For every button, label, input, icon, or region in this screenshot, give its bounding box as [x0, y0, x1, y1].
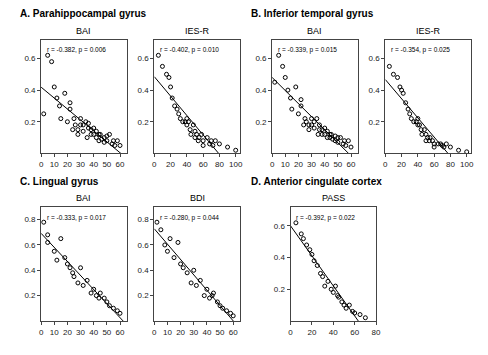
svg-text:40: 40: [413, 160, 422, 169]
svg-text:60: 60: [229, 328, 238, 337]
svg-text:20: 20: [176, 328, 185, 337]
svg-text:0: 0: [383, 160, 388, 169]
svg-text:0: 0: [152, 160, 157, 169]
svg-text:0.6: 0.6: [274, 222, 286, 231]
svg-text:60: 60: [116, 328, 125, 337]
svg-text:r = -0.382, p = 0.006: r = -0.382, p = 0.006: [47, 46, 106, 54]
svg-text:C. Lingual gyrus: C. Lingual gyrus: [20, 176, 99, 187]
svg-text:0.2: 0.2: [255, 118, 267, 127]
svg-text:0.4: 0.4: [138, 266, 150, 275]
svg-text:10: 10: [50, 160, 59, 169]
svg-text:BAI: BAI: [76, 193, 91, 203]
svg-text:0.8: 0.8: [138, 215, 150, 224]
svg-text:0.4: 0.4: [138, 86, 150, 95]
svg-text:0.2: 0.2: [24, 118, 36, 127]
svg-text:r = -0.280, p = 0.044: r = -0.280, p = 0.044: [160, 214, 219, 222]
svg-text:0.2: 0.2: [369, 118, 381, 127]
svg-text:50: 50: [333, 160, 342, 169]
svg-text:0.2: 0.2: [24, 291, 36, 300]
svg-text:0.6: 0.6: [369, 54, 381, 63]
svg-text:20: 20: [397, 160, 406, 169]
svg-text:0: 0: [152, 328, 157, 337]
svg-text:60: 60: [199, 160, 208, 169]
svg-text:0.8: 0.8: [24, 215, 36, 224]
svg-text:0: 0: [39, 328, 44, 337]
svg-text:0.6: 0.6: [138, 241, 150, 250]
svg-text:30: 30: [189, 328, 198, 337]
svg-text:20: 20: [307, 328, 316, 337]
svg-text:IES-R: IES-R: [416, 26, 441, 36]
svg-text:0.2: 0.2: [274, 285, 286, 294]
svg-text:60: 60: [430, 160, 439, 169]
svg-text:100: 100: [460, 160, 474, 169]
svg-text:80: 80: [215, 160, 224, 169]
svg-text:PASS: PASS: [322, 193, 345, 203]
svg-text:r = -0.354, p = 0.025: r = -0.354, p = 0.025: [391, 46, 450, 54]
svg-text:0.6: 0.6: [255, 54, 267, 63]
svg-text:r = -0.333, p = 0.017: r = -0.333, p = 0.017: [47, 214, 106, 222]
svg-text:10: 10: [163, 328, 172, 337]
svg-text:BDI: BDI: [190, 193, 205, 203]
svg-text:30: 30: [76, 160, 85, 169]
svg-text:50: 50: [102, 328, 111, 337]
svg-text:IES-R: IES-R: [185, 26, 210, 36]
svg-text:0: 0: [270, 160, 275, 169]
svg-text:50: 50: [216, 328, 225, 337]
svg-text:0.6: 0.6: [138, 54, 150, 63]
svg-text:0.4: 0.4: [369, 86, 381, 95]
svg-text:80: 80: [372, 328, 381, 337]
svg-text:D. Anterior cingulate cortex: D. Anterior cingulate cortex: [251, 176, 382, 187]
svg-text:80: 80: [446, 160, 455, 169]
svg-text:r = -0.402, p = 0.010: r = -0.402, p = 0.010: [160, 46, 219, 54]
svg-text:10: 10: [50, 328, 59, 337]
svg-text:40: 40: [202, 328, 211, 337]
svg-text:20: 20: [294, 160, 303, 169]
svg-text:BAI: BAI: [307, 26, 322, 36]
svg-text:BAI: BAI: [76, 26, 91, 36]
svg-text:0.4: 0.4: [274, 253, 286, 262]
svg-text:A. Parahippocampal gyrus: A. Parahippocampal gyrus: [20, 8, 147, 19]
svg-text:20: 20: [166, 160, 175, 169]
svg-text:0: 0: [39, 160, 44, 169]
svg-text:20: 20: [63, 328, 72, 337]
svg-text:40: 40: [320, 160, 329, 169]
svg-text:60: 60: [116, 160, 125, 169]
svg-text:0.4: 0.4: [255, 86, 267, 95]
svg-text:60: 60: [347, 160, 356, 169]
svg-text:r = -0.339, p = 0.015: r = -0.339, p = 0.015: [278, 46, 337, 54]
svg-text:30: 30: [76, 328, 85, 337]
svg-text:100: 100: [229, 160, 243, 169]
svg-text:0.4: 0.4: [24, 266, 36, 275]
svg-text:0.6: 0.6: [24, 241, 36, 250]
svg-text:0.6: 0.6: [24, 54, 36, 63]
svg-text:B. Inferior temporal gyrus: B. Inferior temporal gyrus: [251, 8, 374, 19]
svg-text:10: 10: [281, 160, 290, 169]
svg-text:0.2: 0.2: [138, 291, 150, 300]
svg-text:40: 40: [89, 160, 98, 169]
svg-text:40: 40: [89, 328, 98, 337]
svg-text:40: 40: [329, 328, 338, 337]
svg-text:40: 40: [182, 160, 191, 169]
svg-text:0: 0: [288, 328, 293, 337]
svg-text:50: 50: [102, 160, 111, 169]
svg-text:0.4: 0.4: [24, 86, 36, 95]
svg-text:20: 20: [63, 160, 72, 169]
svg-text:0.2: 0.2: [138, 118, 150, 127]
svg-text:r = -0.392, p = 0.022: r = -0.392, p = 0.022: [296, 214, 355, 222]
svg-text:60: 60: [350, 328, 359, 337]
svg-text:30: 30: [307, 160, 316, 169]
